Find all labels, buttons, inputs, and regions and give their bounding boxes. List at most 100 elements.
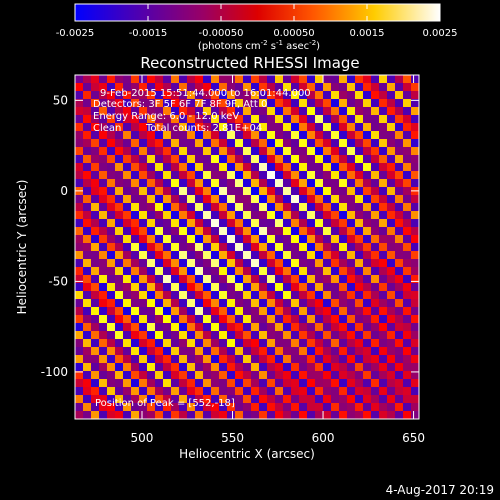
- heatmap-cell: [347, 243, 356, 252]
- heatmap-cell: [75, 147, 84, 156]
- heatmap-cell: [99, 163, 108, 172]
- heatmap-cell: [275, 347, 284, 356]
- heatmap-cell: [75, 347, 84, 356]
- heatmap-cell: [91, 307, 100, 316]
- heatmap-cell: [315, 83, 324, 92]
- heatmap-cell: [299, 315, 308, 324]
- heatmap-cell: [371, 227, 380, 236]
- heatmap-cell: [395, 179, 404, 188]
- heatmap-cell: [195, 411, 204, 419]
- heatmap-cell: [163, 211, 172, 220]
- heatmap-cell: [203, 195, 212, 204]
- heatmap-cell: [147, 283, 156, 292]
- heatmap-cell: [131, 339, 140, 348]
- heatmap-cell: [363, 275, 372, 284]
- heatmap-cell: [251, 155, 260, 164]
- heatmap-cell: [363, 107, 372, 116]
- heatmap-cell: [139, 395, 148, 404]
- heatmap-cell: [379, 299, 388, 308]
- heatmap-cell: [283, 307, 292, 316]
- heatmap-cell: [379, 371, 388, 380]
- heatmap-cell: [331, 291, 340, 300]
- heatmap-cell: [299, 347, 308, 356]
- heatmap-cell: [187, 163, 196, 172]
- heatmap-cell: [123, 355, 132, 364]
- heatmap-cell: [283, 211, 292, 220]
- heatmap-cell: [179, 179, 188, 188]
- heatmap-cell: [203, 139, 212, 148]
- heatmap-cell: [411, 251, 419, 260]
- heatmap-cell: [395, 251, 404, 260]
- heatmap-cell: [211, 387, 220, 396]
- heatmap-cell: [179, 203, 188, 212]
- heatmap-cell: [291, 267, 300, 276]
- heatmap-cell: [195, 307, 204, 316]
- heatmap-cell: [227, 219, 236, 228]
- heatmap-cell: [219, 179, 228, 188]
- heatmap-cell: [139, 83, 148, 92]
- heatmap-cell: [99, 251, 108, 260]
- heatmap-cell: [243, 155, 252, 164]
- heatmap-cell: [83, 227, 92, 236]
- heatmap-cell: [163, 339, 172, 348]
- heatmap-cell: [283, 163, 292, 172]
- heatmap-cell: [267, 307, 276, 316]
- heatmap-cell: [323, 291, 332, 300]
- heatmap-cell: [211, 291, 220, 300]
- heatmap-cell: [411, 75, 419, 84]
- heatmap-cell: [91, 147, 100, 156]
- heatmap-cell: [411, 259, 419, 268]
- heatmap-cell: [115, 99, 124, 108]
- heatmap-cell: [283, 219, 292, 228]
- heatmap-cell: [123, 107, 132, 116]
- heatmap-cell: [371, 355, 380, 364]
- heatmap-cell: [187, 91, 196, 100]
- heatmap-cell: [363, 179, 372, 188]
- heatmap-cell: [163, 347, 172, 356]
- heatmap-cell: [387, 251, 396, 260]
- heatmap-cell: [307, 235, 316, 244]
- heatmap-cell: [147, 171, 156, 180]
- heatmap-cell: [235, 147, 244, 156]
- annotation-time-range: 9-Feb-2015 15:51:44.000 to 16:01:44.000: [100, 88, 311, 99]
- heatmap-cell: [291, 275, 300, 284]
- heatmap-cell: [323, 275, 332, 284]
- heatmap-cell: [363, 347, 372, 356]
- heatmap-cell: [347, 75, 356, 84]
- heatmap-cell: [331, 243, 340, 252]
- heatmap-cell: [219, 107, 228, 116]
- heatmap-cell: [299, 355, 308, 364]
- heatmap-cell: [251, 291, 260, 300]
- heatmap-cell: [99, 227, 108, 236]
- heatmap-cell: [371, 411, 380, 419]
- heatmap-cell: [107, 411, 116, 419]
- heatmap-cell: [75, 411, 84, 419]
- heatmap-cell: [123, 99, 132, 108]
- heatmap-cell: [243, 211, 252, 220]
- heatmap-cell: [371, 251, 380, 260]
- heatmap-cell: [355, 403, 364, 412]
- heatmap-cell: [395, 163, 404, 172]
- heatmap-cell: [299, 363, 308, 372]
- heatmap-cell: [115, 387, 124, 396]
- heatmap-cell: [411, 299, 419, 308]
- heatmap-cell: [307, 331, 316, 340]
- heatmap-cell: [155, 371, 164, 380]
- heatmap-cell: [251, 163, 260, 172]
- heatmap-cell: [275, 267, 284, 276]
- heatmap-cell: [227, 227, 236, 236]
- heatmap-cell: [235, 339, 244, 348]
- heatmap-cell: [403, 395, 412, 404]
- heatmap-cell: [403, 171, 412, 180]
- heatmap-cell: [339, 115, 348, 124]
- heatmap-cell: [331, 211, 340, 220]
- heatmap-cell: [139, 379, 148, 388]
- heatmap-cell: [83, 307, 92, 316]
- heatmap-cell: [147, 275, 156, 284]
- heatmap-cell: [411, 131, 419, 140]
- heatmap-cell: [251, 267, 260, 276]
- heatmap-cell: [331, 187, 340, 196]
- heatmap-cell: [323, 371, 332, 380]
- heatmap-cell: [155, 99, 164, 108]
- heatmap-cell: [115, 259, 124, 268]
